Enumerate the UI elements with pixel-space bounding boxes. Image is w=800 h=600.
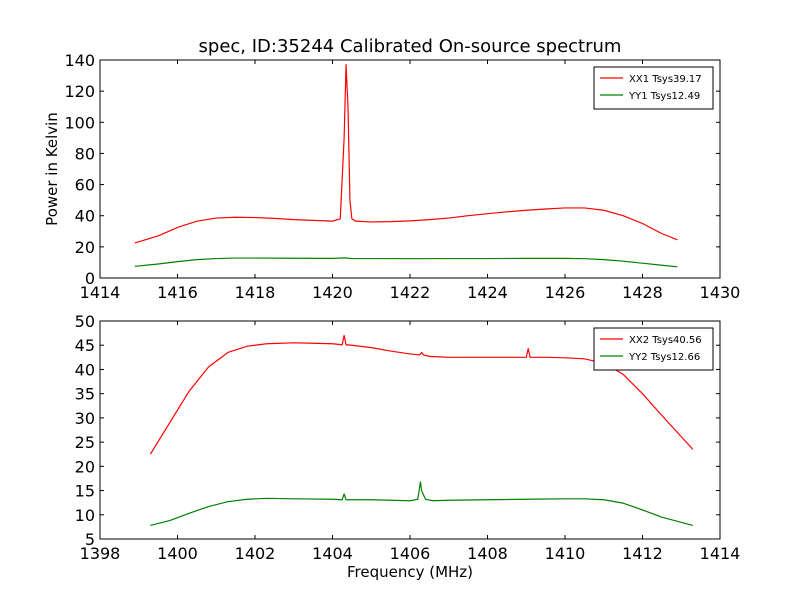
panel2-ytick-label: 10 <box>75 506 95 525</box>
panel2-ytick-label: 25 <box>75 433 95 452</box>
panel2-xtick-label: 1402 <box>235 544 276 563</box>
panel1-xtick-label: 1430 <box>700 283 741 302</box>
panel1-chart-title: spec, ID:35244 Calibrated On-source spec… <box>199 36 622 57</box>
panel1-ytick-label: 140 <box>64 51 95 70</box>
panel1-ytick-label: 20 <box>75 238 95 257</box>
panel2-series-line-1 <box>149 334 694 455</box>
panel1-legend-box <box>593 66 714 110</box>
panel2-ytick-label: 5 <box>85 530 95 549</box>
panel2-legend-label-1: XX2 Tsys40.56 <box>629 335 702 346</box>
panel1-xtick-label: 1414 <box>80 283 121 302</box>
panel1-xtick-label: 1416 <box>157 283 198 302</box>
panel1-ytick-label: 40 <box>75 207 95 226</box>
panel1-legend-label-1: XX1 Tsys39.17 <box>629 74 702 85</box>
panel2-xtick-label: 1400 <box>157 544 198 563</box>
panel1-ytick-label: 120 <box>64 82 95 101</box>
panel2-xtick-label: 1404 <box>312 544 353 563</box>
panel2-legend-box <box>593 327 714 371</box>
panel2-xtick-label: 1410 <box>545 544 586 563</box>
panel1-y-axis-label: Power in Kelvin <box>43 112 61 226</box>
panel1-ytick-label: 60 <box>75 176 95 195</box>
panel1-xtick-label: 1428 <box>622 283 663 302</box>
panel2-legend-label-2: YY2 Tsys12.66 <box>628 352 700 363</box>
panel2-ytick-label: 15 <box>75 482 95 501</box>
panel1-series-line-1 <box>134 64 678 244</box>
panel2-xtick-label: 1408 <box>467 544 508 563</box>
panel2-ytick-label: 50 <box>75 312 95 331</box>
panel1-ytick-label: 80 <box>75 144 95 163</box>
panel1-xtick-label: 1418 <box>235 283 276 302</box>
panel1-series-line-2 <box>134 257 678 268</box>
panel1-xtick-label: 1420 <box>312 283 353 302</box>
panel2-xtick-label: 1412 <box>622 544 663 563</box>
panel2-xtick-label: 1414 <box>700 544 741 563</box>
panel2-ytick-label: 40 <box>75 360 95 379</box>
panel2-series-line-2 <box>150 481 694 527</box>
panel1-xtick-label: 1424 <box>467 283 508 302</box>
panel1-xtick-label: 1426 <box>545 283 586 302</box>
panel1-ytick-label: 100 <box>64 113 95 132</box>
panel2-ytick-label: 20 <box>75 457 95 476</box>
panel2-xtick-label: 1406 <box>390 544 431 563</box>
panel1-xtick-label: 1422 <box>390 283 431 302</box>
panel1-legend-label-2: YY1 Tsys12.49 <box>628 91 700 102</box>
panel2-xtick-label: 1398 <box>80 544 121 563</box>
panel1-ytick-label: 0 <box>85 269 95 288</box>
panel2-ytick-label: 35 <box>75 385 95 404</box>
panel2-ytick-label: 30 <box>75 409 95 428</box>
panel2-ytick-label: 45 <box>75 336 95 355</box>
panel2-x-axis-label: Frequency (MHz) <box>347 563 473 581</box>
